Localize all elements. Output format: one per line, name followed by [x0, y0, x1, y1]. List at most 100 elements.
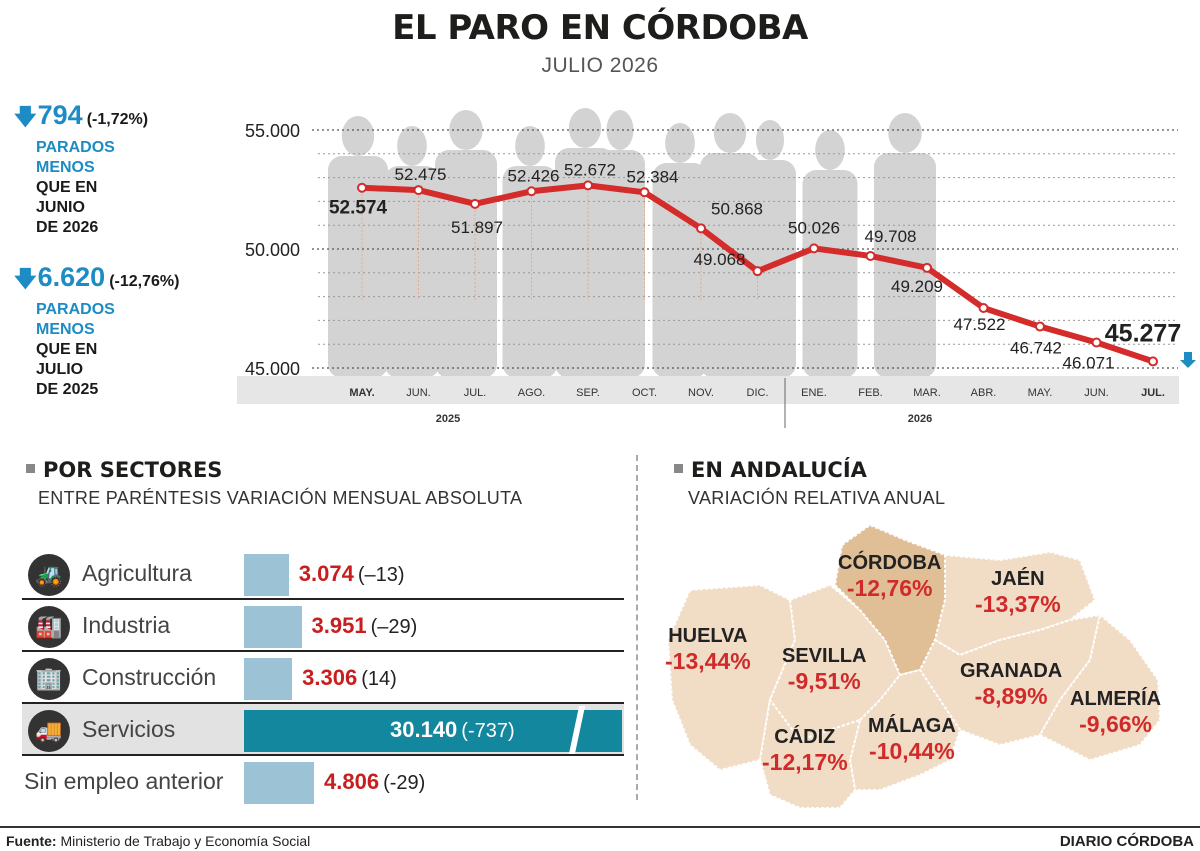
silhouette-head-icon [397, 126, 427, 166]
data-point [1035, 321, 1045, 332]
year-label-2026: 2026 [908, 413, 932, 425]
y-axis-ticks: 55.000 50.000 45.000 [245, 121, 300, 379]
y-tick-label: 55.000 [245, 121, 300, 141]
data-label: 51.897 [451, 218, 503, 237]
sectors-subtitle: ENTRE PARÉNTESIS VARIACIÓN MENSUAL ABSOL… [38, 488, 523, 508]
footer-source: Fuente: Ministerio de Trabajo y Economía… [6, 833, 311, 849]
silhouette-head-icon [665, 123, 695, 163]
data-label: 49.068 [694, 250, 746, 269]
sector-row: Sin empleo anterior 4.806 (-29) [22, 756, 624, 808]
x-axis-band [237, 376, 1179, 404]
tractor-icon: 🚜 [28, 554, 70, 596]
footer-brand: DIARIO CÓRDOBA [1059, 833, 1194, 850]
x-tick-label: AGO. [518, 387, 546, 399]
sector-change: (–13) [357, 564, 405, 586]
silhouette-body-icon [435, 150, 497, 378]
data-point [583, 180, 593, 191]
data-label: 46.742 [1010, 339, 1062, 358]
silhouette-head-icon [888, 113, 922, 153]
map-label-cadiz: CÁDIZ -12,17% [762, 726, 848, 775]
people-silhouettes [328, 108, 936, 378]
stat-line: QUE EN [36, 341, 98, 358]
silhouette-body-icon [384, 166, 440, 378]
data-label: 52.574 [329, 198, 388, 219]
sector-value-number: 4.806 [324, 769, 380, 794]
stat-annual: 🡇 6.620 (-12,76%) PARADOS MENOS QUE EN JUL… [14, 262, 234, 400]
y-tick-label: 45.000 [245, 359, 300, 379]
stat-line: PARADOS [36, 139, 115, 156]
sector-value-number: 3.074 [298, 561, 354, 586]
map-label-jaen: JAÉN -13,37% [975, 568, 1061, 617]
stat-annual-value: 6.620 [37, 262, 106, 292]
sector-value: 30.140 (-737) [390, 717, 515, 743]
data-label: 52.672 [564, 160, 616, 179]
chart-grid [312, 129, 1178, 369]
factory-icon: 🏭 [28, 606, 70, 648]
sector-label: Servicios [82, 716, 176, 742]
data-labels: 52.574 52.475 51.897 52.426 52.672 52.384 50.8… [329, 160, 1196, 373]
arrow-down-icon: 🡇 [14, 104, 37, 129]
sector-value-number: 3.306 [302, 665, 358, 690]
silhouette-head-icon [341, 116, 375, 156]
sector-row: 🚜 Agricultura 3.074 (–13) [22, 548, 624, 600]
page-title: EL PARO EN CÓRDOBA [392, 8, 808, 48]
page-subtitle: JULIO 2026 [541, 54, 659, 77]
x-axis-ticks: MAY. JUN. JUL. AGO. SEP. OCT. NOV. DIC. ENE. FEB.… [349, 387, 1165, 399]
silhouette-head-icon [568, 108, 602, 148]
stat-annual-pct: (-12,76%) [109, 273, 180, 290]
arrow-down-icon: 🡇 [14, 266, 37, 291]
map-label-granada: GRANADA -8,89% [960, 660, 1063, 709]
data-label: 52.384 [627, 167, 679, 186]
map-label-almeria: ALMERÍA -9,66% [1070, 688, 1162, 737]
sector-bar [244, 710, 622, 752]
data-label: 46.071 [1063, 354, 1115, 373]
x-tick-label: ENE. [801, 387, 827, 399]
sector-label: Construcción [82, 664, 217, 690]
year-label-2025: 2025 [436, 413, 460, 425]
sector-bar [244, 658, 293, 700]
data-label: 47.522 [954, 315, 1006, 334]
stat-monthly-value: 794 [37, 100, 83, 130]
map-label-cordoba: CÓRDOBA -12,76% [838, 552, 942, 601]
x-tick-label: JUL. [464, 387, 487, 399]
data-label: 45.277 [1105, 319, 1181, 347]
sector-bar [244, 762, 314, 804]
data-point [696, 223, 706, 234]
sector-value: 3.074 (–13) [299, 561, 405, 587]
x-tick-label: OCT. [632, 387, 657, 399]
stat-monthly: 🡇 794 (-1,72%) PARADOS MENOS QUE EN JUNIO … [14, 100, 234, 238]
data-label: 50.026 [788, 218, 840, 237]
data-label: 50.868 [711, 199, 763, 218]
section-divider [636, 455, 638, 800]
data-point [357, 182, 367, 193]
sector-change: (-29) [383, 772, 426, 794]
silhouette-head-icon [515, 126, 545, 166]
silhouette-head-icon [606, 110, 634, 150]
map-label-malaga: MÁLAGA -10,44% [868, 715, 956, 764]
year-labels: 2025 2026 [436, 413, 932, 425]
stat-line: DE 2025 [36, 381, 99, 398]
x-tick-label: MAY. [1028, 387, 1053, 399]
data-point [413, 185, 424, 196]
silhouette-head-icon [713, 113, 747, 153]
x-tick-label: ABR. [971, 387, 997, 399]
buildings-icon: 🏢 [28, 658, 70, 700]
sector-change: (–29) [370, 616, 418, 638]
stat-line: JUNIO [36, 199, 85, 216]
x-tick-label: MAR. [913, 387, 941, 399]
footer-rule [0, 826, 1200, 828]
data-point [1091, 337, 1102, 348]
data-label: 49.708 [865, 227, 917, 246]
data-point [639, 187, 650, 198]
arrow-down-icon [1180, 352, 1196, 368]
stat-line: MENOS [36, 321, 95, 338]
data-point [978, 302, 989, 313]
x-tick-label: NOV. [688, 387, 714, 399]
sectors-heading: POR SECTORES [26, 458, 222, 482]
data-point [752, 266, 763, 277]
sector-value: 3.951 (–29) [312, 613, 418, 639]
sector-row: 🏢 Construcción 3.306 (14) [22, 652, 624, 704]
stat-line: JULIO [36, 361, 84, 378]
sector-value-number: 30.140 [390, 717, 458, 742]
silhouette-body-icon [652, 163, 708, 378]
